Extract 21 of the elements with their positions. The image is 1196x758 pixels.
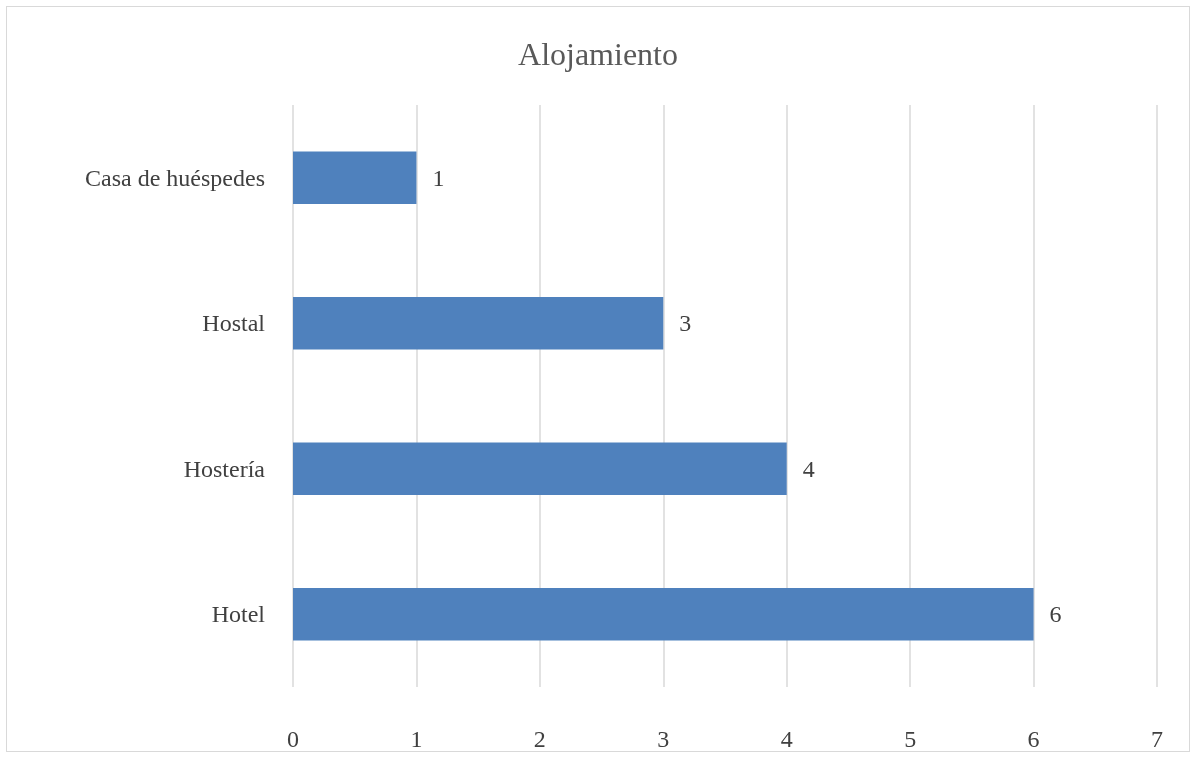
- data-label: 4: [802, 455, 815, 482]
- x-tick-label: 1: [410, 726, 423, 752]
- chart-title: Alojamiento: [518, 36, 678, 72]
- x-tick-label: 2: [533, 726, 546, 752]
- bar: [293, 588, 1034, 641]
- y-tick-label: Hostería: [183, 455, 266, 482]
- bar: [293, 151, 417, 204]
- x-tick-label: 4: [780, 726, 793, 752]
- data-label: 3: [679, 310, 692, 337]
- bar: [293, 297, 664, 350]
- y-tick-label: Casa de huéspedes: [85, 164, 265, 191]
- x-tick-label: 5: [904, 726, 917, 752]
- x-tick-label: 0: [287, 726, 299, 752]
- data-label: 6: [1049, 601, 1062, 628]
- x-tick-label: 7: [1151, 726, 1163, 752]
- data-label: 1: [432, 164, 445, 191]
- x-tick-label: 3: [657, 726, 670, 752]
- x-tick-label: 6: [1027, 726, 1040, 752]
- bar: [293, 442, 787, 495]
- y-tick-label: Hotel: [211, 601, 266, 628]
- y-tick-label: Hostal: [202, 310, 266, 337]
